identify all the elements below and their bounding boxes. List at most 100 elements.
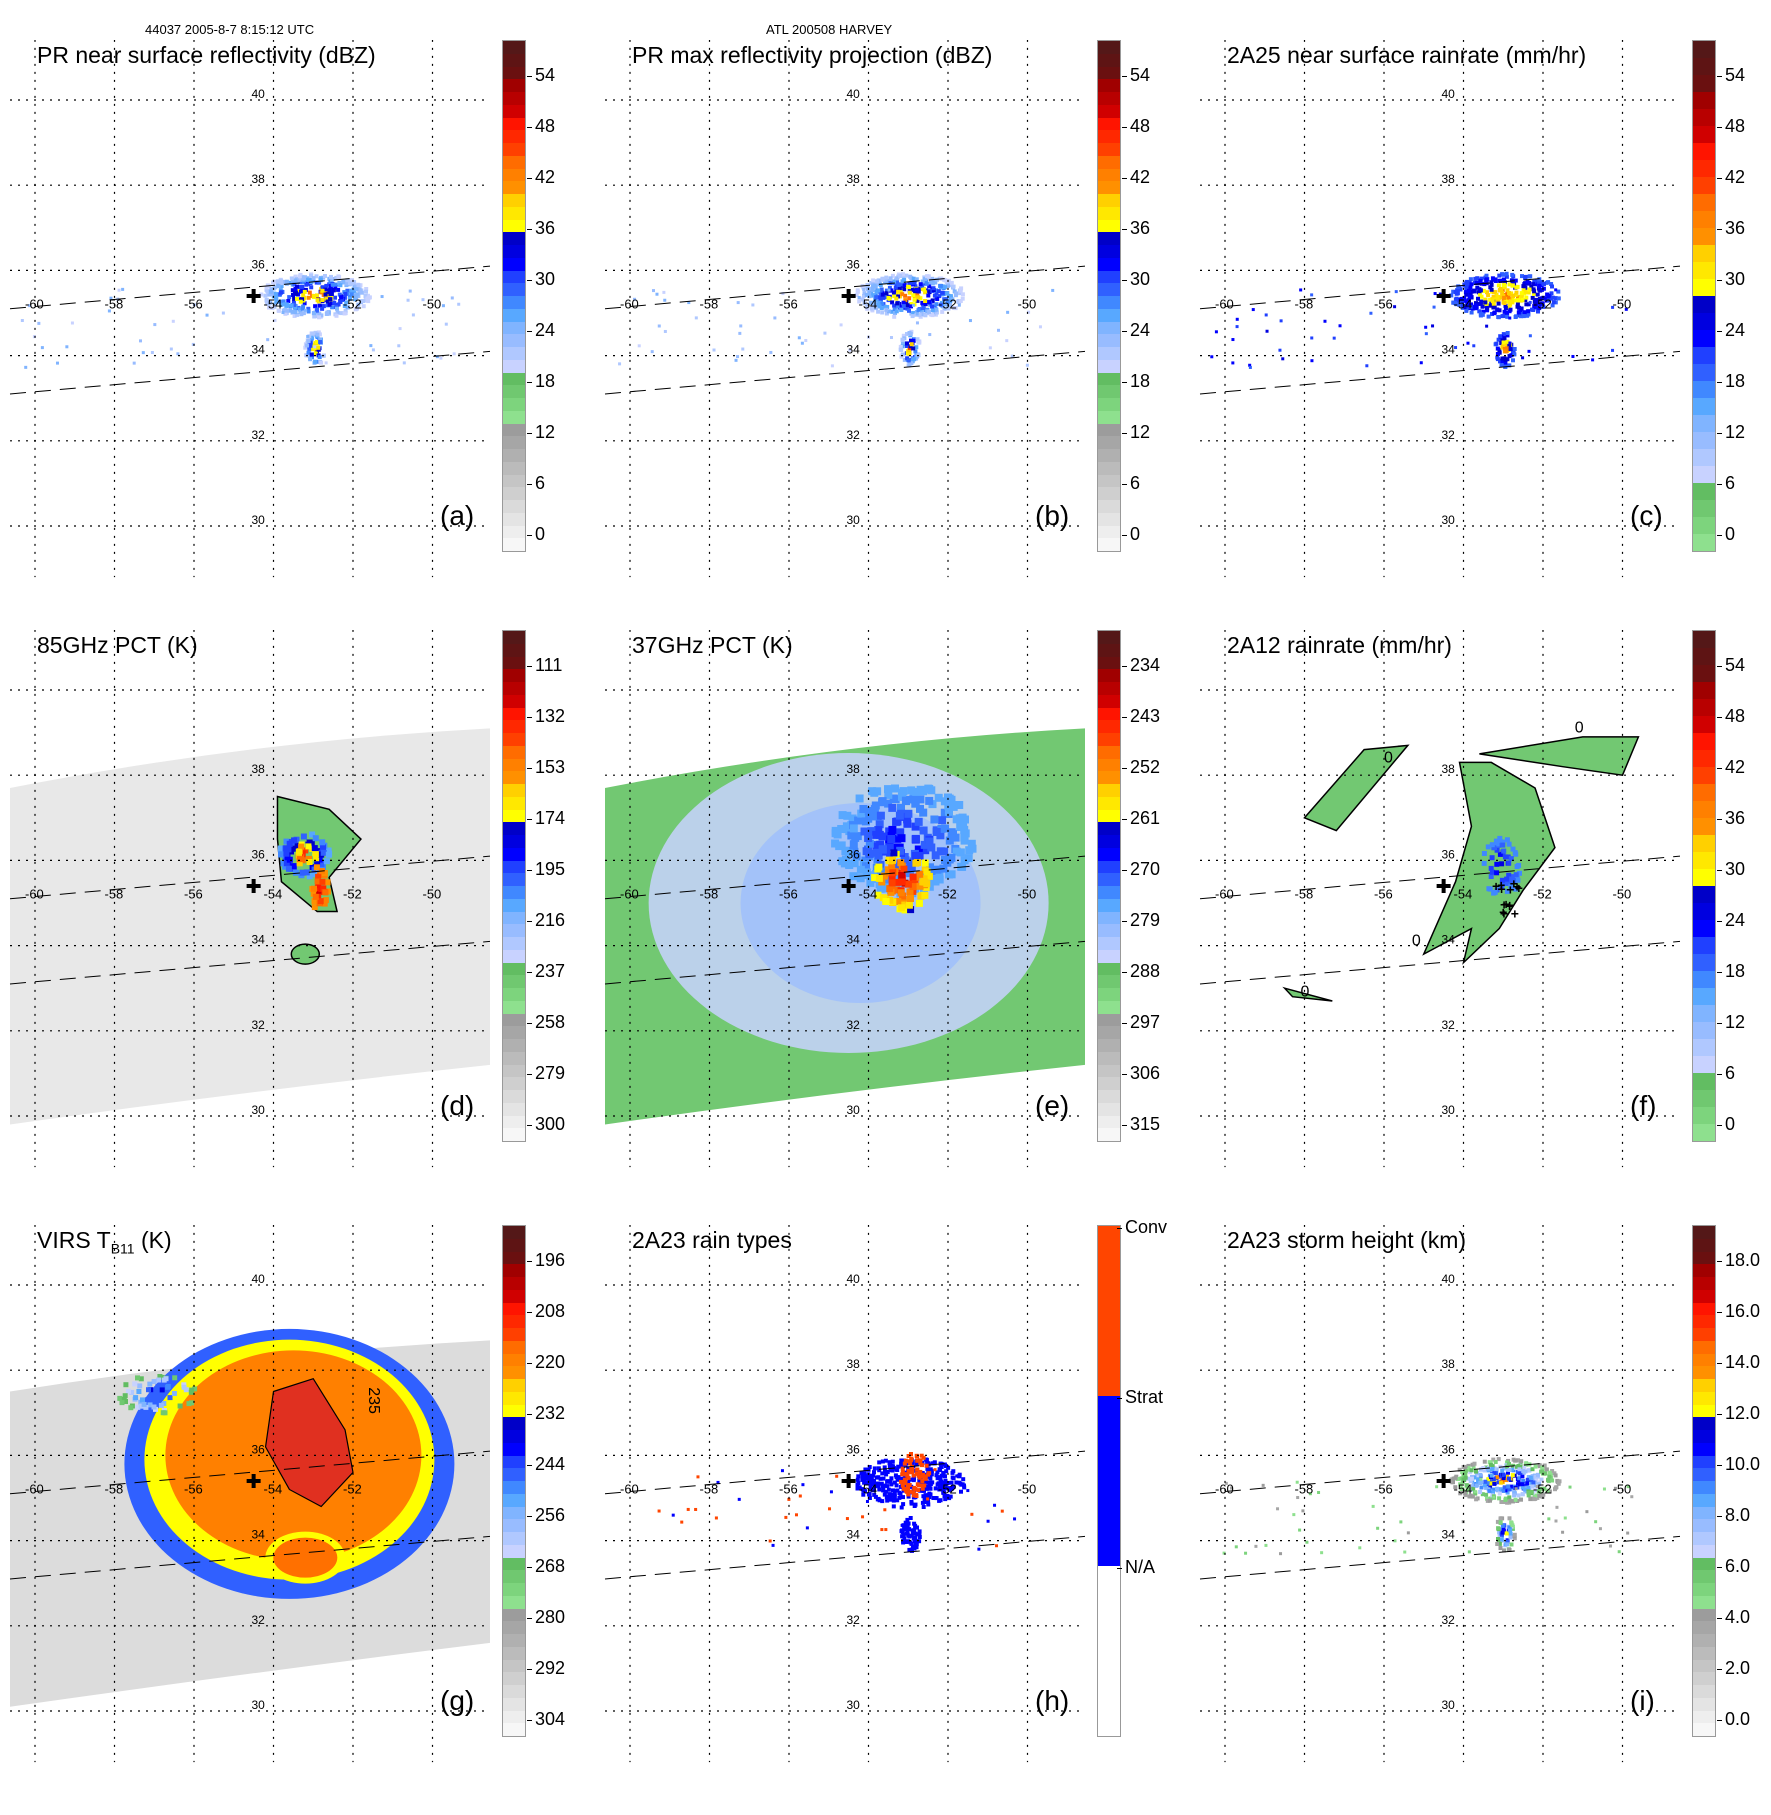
swath-edge xyxy=(1199,265,1681,310)
data-cell xyxy=(869,306,874,311)
scatter-cell xyxy=(1485,324,1489,328)
scatter-cell xyxy=(266,338,270,342)
colorbar-segment xyxy=(1693,466,1715,483)
data-cell xyxy=(850,847,859,856)
data-cell xyxy=(1511,294,1516,298)
scatter-cell xyxy=(1433,292,1437,296)
scatter-cell xyxy=(900,1523,904,1527)
data-cell xyxy=(1515,877,1521,883)
colorbar-tick-label: 4.0 xyxy=(1716,1607,1751,1627)
data-cell xyxy=(1481,309,1486,314)
colorbar-segment xyxy=(503,1595,525,1609)
data-cell xyxy=(1498,1517,1503,1522)
data-cell xyxy=(944,1469,949,1474)
data-cell xyxy=(1544,1467,1549,1472)
data-cell xyxy=(857,1485,862,1490)
data-cell xyxy=(934,288,939,293)
colorbar-segment xyxy=(503,860,525,874)
data-cell xyxy=(1469,302,1473,307)
data-cell xyxy=(920,1460,925,1465)
lat-tick-label: 34 xyxy=(1442,933,1456,947)
data-cell xyxy=(898,878,906,886)
data-cell xyxy=(892,1489,897,1494)
data-cell xyxy=(904,809,913,818)
colorbar-tick-label: 36 xyxy=(526,218,556,238)
data-cell xyxy=(1472,1475,1477,1480)
colorbar-segment xyxy=(1098,308,1120,322)
data-cell xyxy=(856,1481,861,1486)
colorbar-tick-label: 30 xyxy=(1121,269,1151,289)
data-cell xyxy=(887,888,895,896)
scatter-cell xyxy=(784,1515,788,1519)
data-cell xyxy=(855,794,864,803)
data-cell xyxy=(1532,279,1537,284)
data-cell xyxy=(1537,1482,1542,1487)
colorbar-segment xyxy=(503,232,525,245)
data-cell xyxy=(901,1538,906,1543)
data-cell xyxy=(862,293,866,298)
data-cell xyxy=(1489,842,1495,848)
lat-tick-label: 38 xyxy=(847,172,861,186)
data-cell xyxy=(905,1530,910,1535)
data-cell xyxy=(837,825,846,833)
lightning-marker: + xyxy=(1506,898,1514,914)
scatter-cell xyxy=(1278,348,1282,352)
colorbar-segment xyxy=(1098,423,1120,437)
colorbar-segment xyxy=(1098,92,1120,105)
colorbar xyxy=(1097,1225,1121,1737)
data-cell xyxy=(914,1462,919,1467)
data-cell xyxy=(295,284,299,289)
lightning-marker: + xyxy=(1506,897,1514,913)
data-cell xyxy=(909,1501,914,1506)
data-cell xyxy=(314,340,319,344)
data-cell xyxy=(872,830,881,839)
data-cell xyxy=(1490,312,1494,316)
data-cell xyxy=(1537,1493,1542,1498)
colorbar-segment xyxy=(1693,1430,1715,1443)
data-cell xyxy=(132,1381,138,1387)
data-cell xyxy=(866,878,875,887)
scatter-cell xyxy=(1435,1485,1439,1489)
data-cell xyxy=(951,1469,956,1474)
data-cell xyxy=(307,353,312,358)
data-cell xyxy=(896,1475,901,1480)
colorbar-tick-label: 237 xyxy=(526,961,566,981)
lat-tick-label: 40 xyxy=(847,1272,861,1286)
data-cell xyxy=(320,885,327,892)
data-cell xyxy=(926,863,934,872)
scatter-cell xyxy=(1320,1551,1324,1555)
data-cell xyxy=(1462,298,1467,303)
data-cell xyxy=(1510,1487,1515,1492)
swath-edge xyxy=(9,940,491,985)
pr-south-echo xyxy=(898,329,922,368)
data-cell xyxy=(277,299,282,304)
data-cell xyxy=(309,831,316,838)
data-cell xyxy=(1524,295,1529,300)
data-cell xyxy=(906,1454,911,1458)
data-cell xyxy=(1510,1473,1515,1478)
contour-label: 0 xyxy=(1384,749,1393,766)
data-cell xyxy=(349,288,354,293)
lon-tick-label: -50 xyxy=(1613,297,1632,312)
scatter-cell xyxy=(781,292,785,296)
data-cell xyxy=(886,309,891,314)
data-cell xyxy=(886,896,894,904)
data-cell xyxy=(863,1489,868,1494)
panel-title: PR near surface reflectivity (dBZ) xyxy=(37,42,376,68)
data-cell xyxy=(909,280,914,285)
data-cell xyxy=(906,1468,911,1473)
data-cell xyxy=(1480,1492,1485,1497)
scatter-cell xyxy=(1472,344,1476,348)
data-cell xyxy=(1502,347,1507,351)
data-cell xyxy=(1458,1491,1463,1496)
data-cell xyxy=(909,883,917,891)
data-cell xyxy=(1504,876,1510,882)
data-cell xyxy=(1489,855,1495,861)
data-cell xyxy=(901,274,906,279)
data-cell xyxy=(911,799,920,808)
data-cell xyxy=(364,289,368,294)
data-cell xyxy=(897,803,905,812)
data-cell xyxy=(908,1516,913,1520)
colorbar-segment xyxy=(1693,784,1715,801)
colorbar-segment xyxy=(1098,1566,1120,1736)
